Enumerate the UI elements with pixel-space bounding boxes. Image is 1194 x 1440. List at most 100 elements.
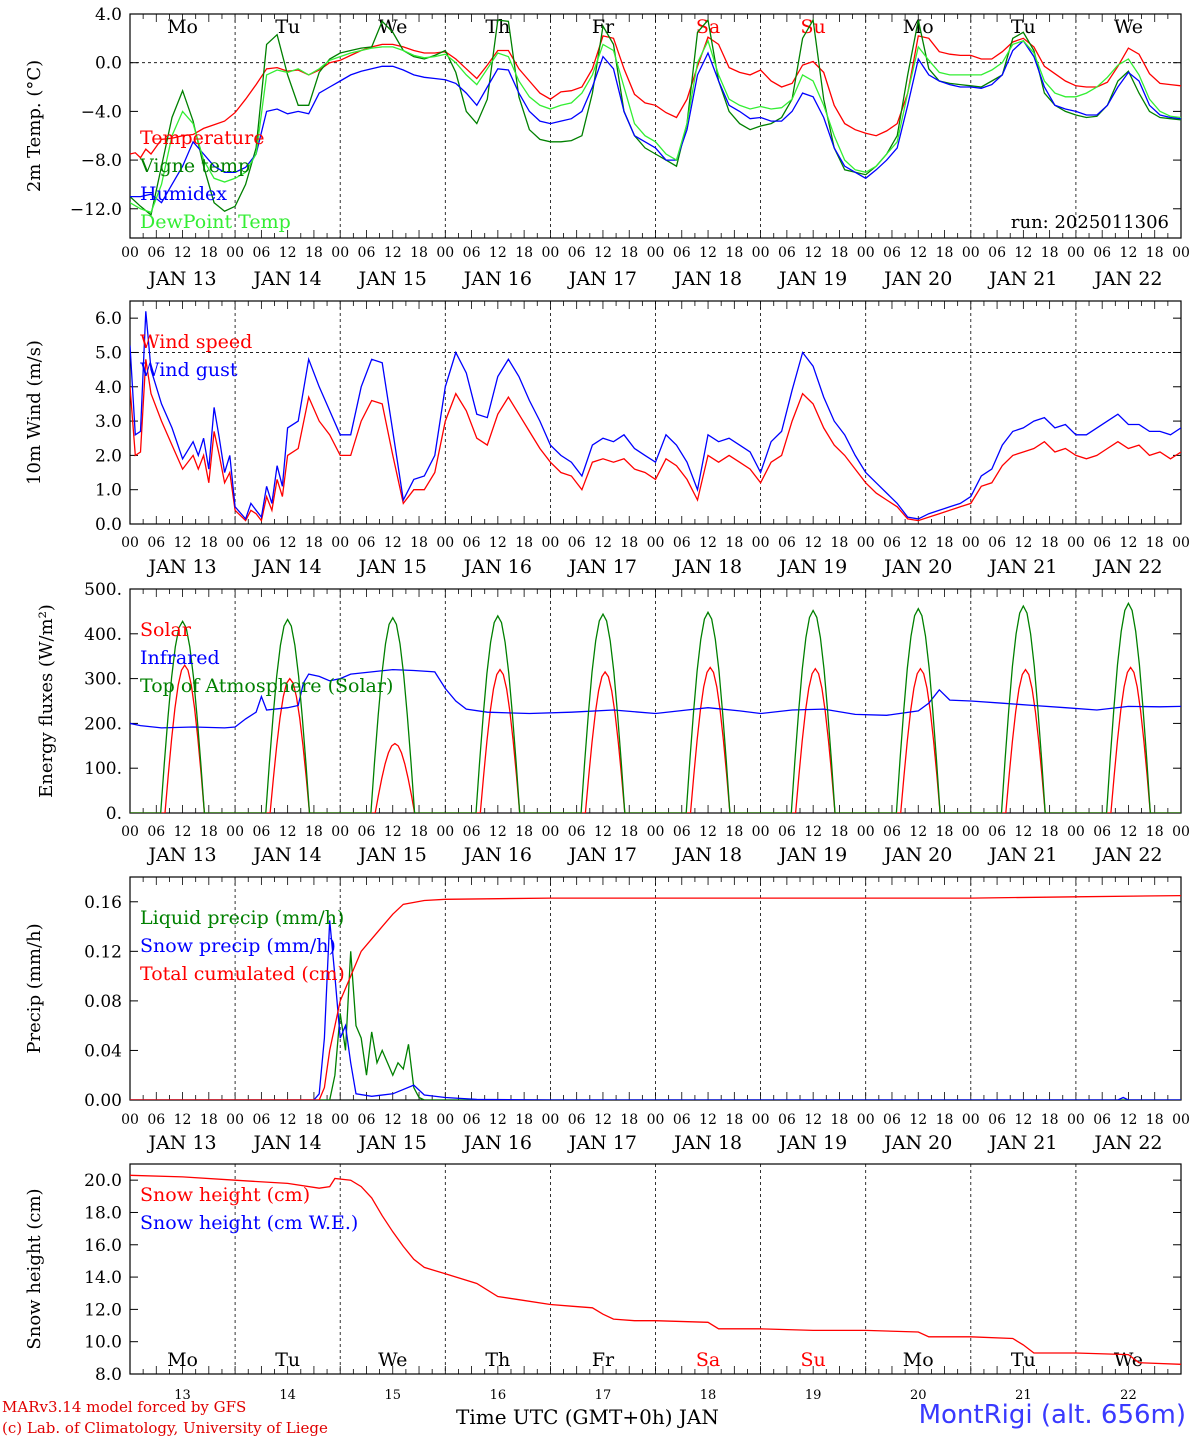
hour-tick-label: 12 (699, 535, 717, 551)
hour-tick-label: 00 (121, 535, 139, 551)
weekday-label: Mo (167, 1349, 198, 1371)
hour-tick-label: 18 (620, 1112, 638, 1128)
hour-tick-label: 00 (1172, 245, 1190, 261)
hour-tick-label: 00 (226, 535, 244, 551)
plot-frame (129, 300, 1182, 525)
date-label: JAN 17 (567, 556, 637, 578)
hour-tick-label: 00 (541, 1112, 559, 1128)
legend-snow-precip-mm-h-: Snow precip (mm/h) (140, 935, 336, 957)
legend-snow-height-cm-w-e-: Snow height (cm W.E.) (140, 1212, 358, 1234)
legend-total-cumulated-cm-: Total cumulated (cm) (140, 963, 345, 985)
legend-dewpoint-temp: DewPoint Temp (140, 211, 291, 233)
date-label: JAN 14 (252, 1132, 322, 1154)
hour-tick-label: 18 (305, 824, 323, 840)
hour-tick-label: 18 (410, 535, 428, 551)
y-axis-label: 2m Temp. (°C) (24, 60, 45, 192)
hour-tick-label: 18 (831, 535, 849, 551)
hour-tick-label: 12 (909, 245, 927, 261)
y-tick-label: −12.0 (70, 200, 122, 220)
hour-tick-label: 18 (936, 245, 954, 261)
hour-tick-label: 12 (594, 245, 612, 261)
series-line-snow-precip-mm-h- (130, 920, 1181, 1100)
hour-tick-label: 06 (673, 535, 691, 551)
hour-tick-label: 06 (883, 824, 901, 840)
date-label: JAN 22 (1092, 844, 1162, 866)
hour-tick-label: 00 (226, 1112, 244, 1128)
weekday-label: Sa (696, 16, 720, 38)
y-tick-label: 20.0 (84, 1171, 122, 1191)
hour-tick-label: 12 (1014, 245, 1032, 261)
y-tick-label: 0.16 (84, 893, 122, 913)
y-tick-label: 6.0 (95, 309, 122, 329)
hour-tick-label: 18 (1041, 824, 1059, 840)
series-group (130, 601, 1181, 813)
hour-tick-label: 18 (831, 1112, 849, 1128)
series-group (130, 311, 1181, 523)
hour-tick-label: 06 (1093, 535, 1111, 551)
hour-tick-label: 06 (988, 535, 1006, 551)
series-line-infrared (130, 668, 1181, 729)
weekday-label: Tu (1011, 16, 1036, 38)
date-label: JAN 16 (462, 1132, 532, 1154)
hour-tick-label: 06 (673, 824, 691, 840)
date-label: JAN 18 (672, 1132, 742, 1154)
y-tick-label: 100. (84, 759, 122, 779)
date-label: JAN 15 (357, 844, 427, 866)
date-label: JAN 15 (357, 556, 427, 578)
day-number-label: 20 (910, 1388, 927, 1403)
hour-tick-label: 00 (436, 824, 454, 840)
weekday-label: Tu (275, 1349, 300, 1371)
hour-tick-label: 18 (200, 824, 218, 840)
hour-tick-label: 12 (174, 245, 192, 261)
hour-tick-label: 12 (489, 245, 507, 261)
hour-tick-label: 06 (358, 824, 376, 840)
date-label: JAN 13 (146, 844, 216, 866)
panel-temperature: 4.0 0.0 −4.0 −8.0 −12.0 2m Temp. (°C) 00 06 12 18… (24, 5, 1190, 290)
hour-tick-label: 12 (909, 535, 927, 551)
date-label: JAN 21 (987, 844, 1057, 866)
date-label: JAN 18 (672, 556, 742, 578)
day-number-label: 15 (384, 1388, 401, 1403)
date-label: JAN 19 (777, 556, 847, 578)
y-tick-label: 4.0 (95, 378, 122, 398)
hour-tick-label: 00 (121, 245, 139, 261)
hour-tick-label: 06 (778, 245, 796, 261)
hour-tick-label: 12 (279, 245, 297, 261)
hour-tick-label: 18 (410, 1112, 428, 1128)
date-label: JAN 21 (987, 556, 1057, 578)
legend-snow-height-cm-: Snow height (cm) (140, 1184, 310, 1206)
hour-tick-label: 00 (962, 245, 980, 261)
hour-tick-label: 12 (489, 1112, 507, 1128)
date-label: JAN 16 (462, 268, 532, 290)
weekday-label: Tu (1011, 1349, 1036, 1371)
date-label: JAN 18 (672, 268, 742, 290)
day-number-label: 14 (279, 1388, 296, 1403)
hour-tick-label: 12 (384, 535, 402, 551)
hour-tick-label: 06 (673, 245, 691, 261)
date-label: JAN 13 (146, 556, 216, 578)
hour-tick-label: 18 (410, 245, 428, 261)
legend-top-of-atmosphere-solar-: Top of Atmosphere (Solar) (140, 675, 393, 697)
hour-tick-label: 12 (804, 1112, 822, 1128)
legend-liquid-precip-mm-h-: Liquid precip (mm/h) (140, 907, 344, 929)
hour-tick-label: 06 (252, 245, 270, 261)
date-label: JAN 19 (777, 1132, 847, 1154)
hour-tick-label: 00 (752, 1112, 770, 1128)
hour-tick-label: 12 (279, 824, 297, 840)
hour-tick-label: 12 (489, 535, 507, 551)
hour-tick-label: 12 (1014, 535, 1032, 551)
hour-tick-label: 18 (725, 824, 743, 840)
y-tick-label: 4.0 (95, 5, 122, 25)
day-number-label: 18 (700, 1388, 717, 1403)
day-number-label: 21 (1015, 1388, 1032, 1403)
weekday-label: Su (801, 1349, 826, 1371)
day-number-label: 13 (174, 1388, 191, 1403)
run-label: run: 2025011306 (1011, 212, 1169, 233)
hour-tick-label: 18 (515, 245, 533, 261)
hour-tick-label: 18 (725, 535, 743, 551)
hour-tick-label: 18 (1041, 1112, 1059, 1128)
hour-tick-label: 00 (857, 245, 875, 261)
hour-tick-label: 00 (647, 535, 665, 551)
hour-tick-label: 12 (1120, 1112, 1138, 1128)
hour-tick-label: 06 (883, 1112, 901, 1128)
